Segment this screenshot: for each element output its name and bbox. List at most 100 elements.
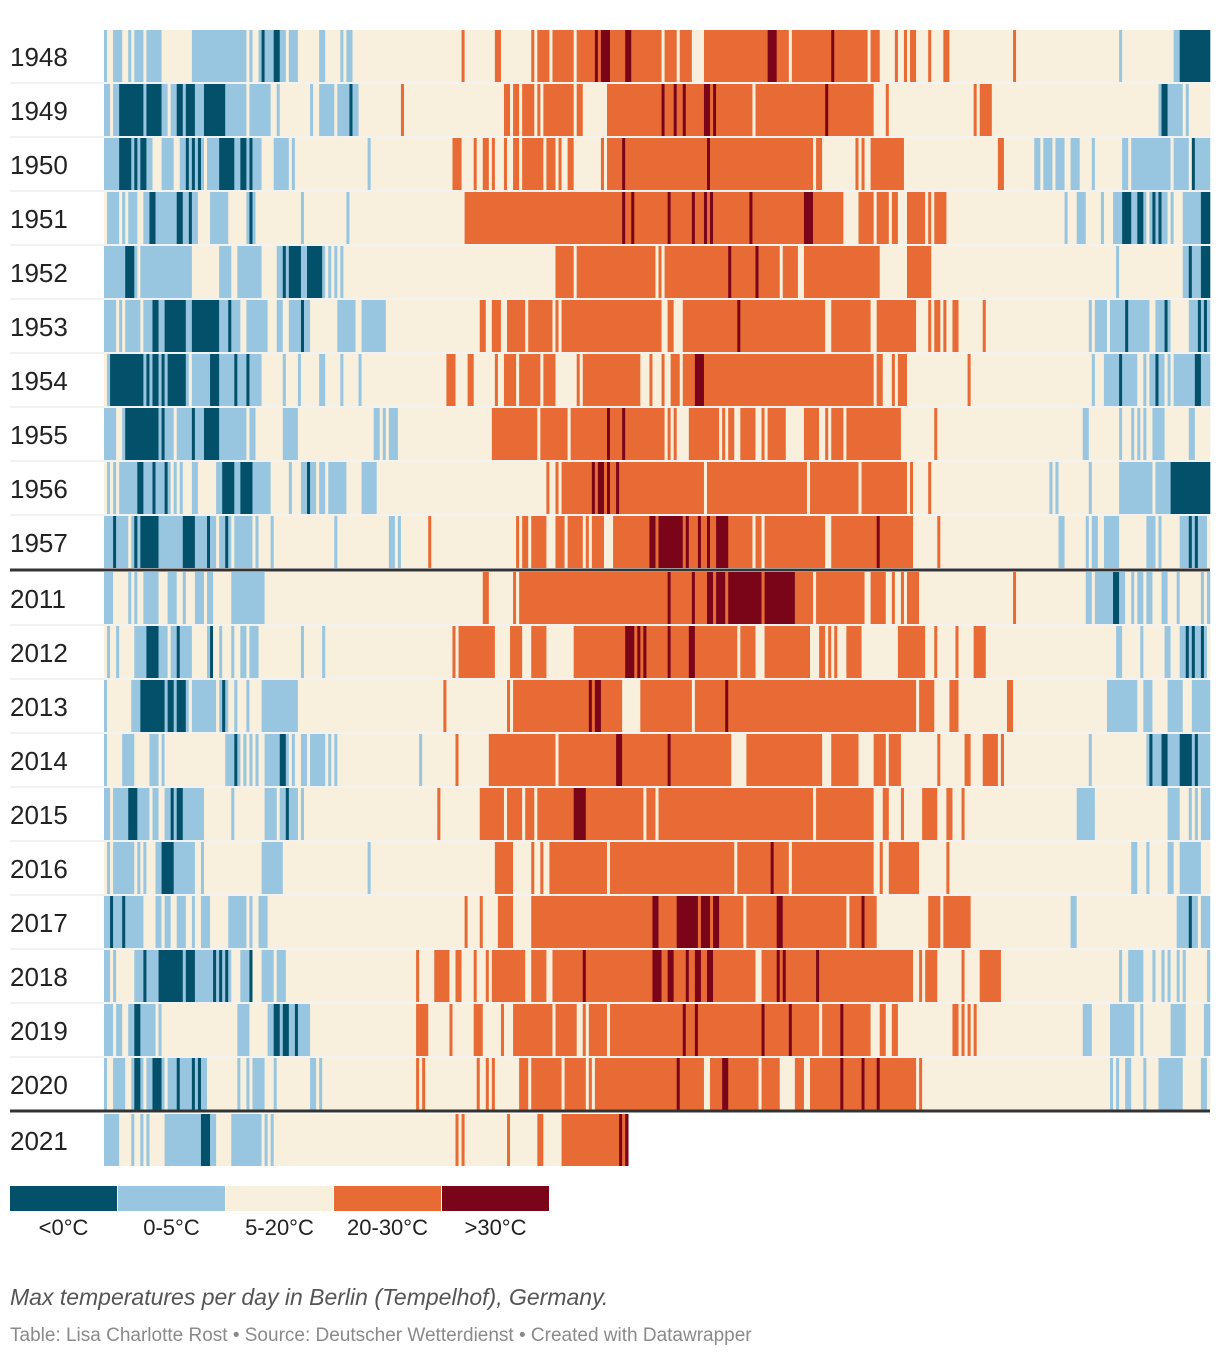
heatmap-cell bbox=[216, 680, 220, 732]
heatmap-cell bbox=[813, 192, 844, 244]
heatmap-cell bbox=[307, 246, 323, 298]
heatmap-cell bbox=[276, 788, 281, 840]
heatmap-cell bbox=[152, 354, 159, 406]
heatmap-cell bbox=[261, 680, 299, 732]
heatmap-cell bbox=[531, 1058, 562, 1110]
heatmap-cell bbox=[143, 30, 147, 82]
heatmap-cell bbox=[537, 1114, 544, 1166]
heatmap-cell bbox=[679, 354, 684, 406]
heatmap-cell bbox=[234, 788, 265, 840]
heatmap-cell bbox=[603, 462, 608, 514]
heatmap-cell bbox=[531, 950, 547, 1002]
heatmap-row-2011 bbox=[104, 572, 1211, 624]
heatmap-cell bbox=[734, 842, 738, 894]
heatmap-cell bbox=[710, 1058, 723, 1110]
heatmap-cell bbox=[534, 842, 541, 894]
heatmap-cell bbox=[761, 950, 777, 1002]
heatmap-cell bbox=[997, 138, 1005, 190]
row-label-2017: 2017 bbox=[10, 908, 68, 938]
heatmap-cell bbox=[337, 84, 350, 136]
heatmap-cell bbox=[622, 680, 641, 732]
heatmap-cell bbox=[755, 516, 762, 568]
heatmap-cell bbox=[503, 354, 517, 406]
heatmap-cell bbox=[207, 516, 211, 568]
heatmap-cell bbox=[319, 1058, 323, 1110]
heatmap-cell bbox=[288, 1004, 296, 1056]
heatmap-cell bbox=[864, 1058, 877, 1110]
heatmap-cell bbox=[625, 1114, 629, 1166]
heatmap-cell bbox=[697, 516, 702, 568]
heatmap-cell bbox=[752, 516, 756, 568]
heatmap-cell bbox=[161, 1004, 238, 1056]
heatmap-cell bbox=[419, 734, 423, 786]
heatmap-cell bbox=[104, 354, 108, 406]
heatmap-cell bbox=[358, 354, 362, 406]
heatmap-cell bbox=[191, 192, 199, 244]
heatmap-cell bbox=[352, 30, 462, 82]
heatmap-cell bbox=[1103, 516, 1120, 568]
heatmap-cell bbox=[561, 300, 662, 352]
heatmap-cell bbox=[979, 84, 993, 136]
heatmap-cell bbox=[816, 950, 820, 1002]
heatmap-cell bbox=[234, 138, 241, 190]
heatmap-cell bbox=[985, 626, 1117, 678]
heatmap-row-2016 bbox=[104, 842, 1211, 894]
heatmap-cell bbox=[876, 300, 917, 352]
heatmap-cell bbox=[719, 896, 744, 948]
heatmap-cell bbox=[722, 408, 726, 460]
heatmap-cell bbox=[716, 84, 753, 136]
heatmap-cell bbox=[128, 30, 132, 82]
heatmap-cell bbox=[928, 300, 932, 352]
heatmap-cell bbox=[252, 462, 271, 514]
heatmap-cell bbox=[307, 462, 311, 514]
heatmap-cell bbox=[479, 896, 484, 948]
heatmap-cell bbox=[682, 354, 696, 406]
heatmap-cell bbox=[297, 1004, 311, 1056]
heatmap-cell bbox=[140, 1114, 144, 1166]
heatmap-cell bbox=[1167, 842, 1174, 894]
heatmap-cell bbox=[1137, 408, 1141, 460]
heatmap-cell bbox=[940, 734, 965, 786]
heatmap-cell bbox=[104, 462, 108, 514]
heatmap-cell bbox=[567, 408, 571, 460]
heatmap-cell bbox=[700, 950, 708, 1002]
heatmap-cell bbox=[573, 788, 587, 840]
heatmap-cell bbox=[546, 950, 553, 1002]
heatmap-cell bbox=[240, 462, 253, 514]
heatmap-cell bbox=[128, 572, 132, 624]
heatmap-cell bbox=[216, 950, 220, 1002]
heatmap-cell bbox=[219, 246, 232, 298]
heatmap-cell bbox=[491, 138, 496, 190]
heatmap-cell bbox=[522, 516, 529, 568]
heatmap-cell bbox=[761, 516, 765, 568]
heatmap-cell bbox=[664, 354, 671, 406]
heatmap-cell bbox=[776, 896, 784, 948]
heatmap-cell bbox=[764, 572, 796, 624]
heatmap-cell bbox=[246, 1058, 250, 1110]
heatmap-cell bbox=[1161, 84, 1168, 136]
heatmap-cell bbox=[134, 842, 138, 894]
heatmap-cell bbox=[107, 842, 111, 894]
heatmap-cell bbox=[825, 408, 829, 460]
heatmap-cell bbox=[1106, 300, 1111, 352]
heatmap-cell bbox=[873, 734, 887, 786]
legend-item-below0: <0°C bbox=[10, 1186, 117, 1241]
heatmap-cell bbox=[555, 138, 559, 190]
heatmap-cell bbox=[1137, 192, 1144, 244]
heatmap-cell bbox=[131, 1114, 135, 1166]
heatmap-cell bbox=[534, 788, 538, 840]
heatmap-cell bbox=[482, 572, 490, 624]
heatmap-cell bbox=[870, 30, 881, 82]
heatmap-cell bbox=[176, 572, 184, 624]
heatmap-row-1951 bbox=[104, 192, 1211, 244]
heatmap-cell bbox=[1149, 192, 1153, 244]
heatmap-cell bbox=[1188, 516, 1193, 568]
heatmap-cell bbox=[937, 734, 941, 786]
heatmap-cell bbox=[497, 896, 514, 948]
heatmap-cell bbox=[376, 462, 547, 514]
heatmap-cell bbox=[1140, 1004, 1144, 1056]
heatmap-cell bbox=[367, 842, 371, 894]
row-label-1948: 1948 bbox=[10, 42, 68, 72]
heatmap-cell bbox=[546, 138, 556, 190]
heatmap-cell bbox=[325, 626, 453, 678]
